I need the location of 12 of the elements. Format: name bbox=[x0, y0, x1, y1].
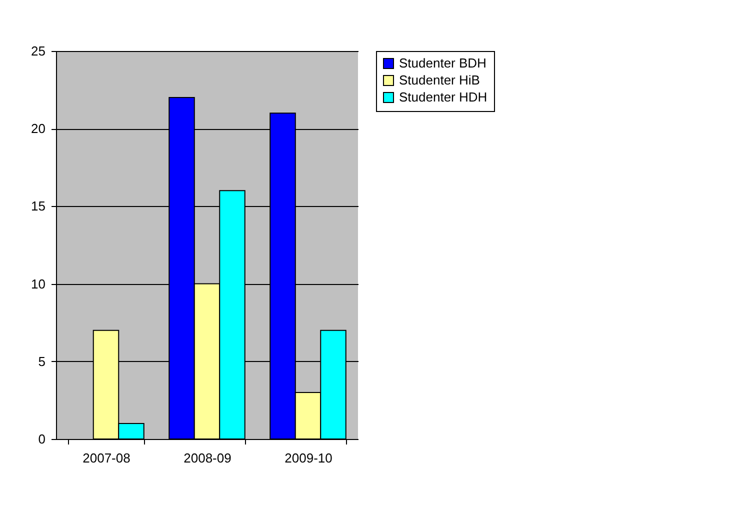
y-tick-label: 15 bbox=[31, 198, 46, 214]
x-tick-label: 2008-09 bbox=[184, 450, 232, 466]
legend-label: Studenter HiB bbox=[399, 72, 480, 88]
y-tick-label: 5 bbox=[38, 354, 46, 369]
y-tick-label: 20 bbox=[31, 121, 46, 136]
x-tick-label: 2009-10 bbox=[284, 450, 332, 466]
y-tick-label: 25 bbox=[31, 44, 46, 58]
y-tick-label: 0 bbox=[38, 432, 46, 446]
y-tick-label: 10 bbox=[31, 276, 46, 292]
legend-label: Studenter HDH bbox=[399, 90, 488, 104]
x-tick-label: 2007-08 bbox=[82, 450, 130, 466]
legend-label: Studenter BDH bbox=[399, 56, 486, 70]
